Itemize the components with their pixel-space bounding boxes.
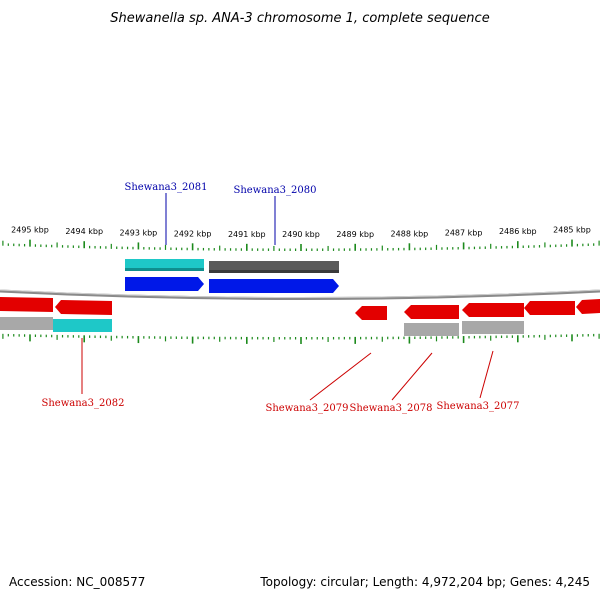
gene-shewana3-2077[interactable]	[462, 321, 524, 334]
leader-2077	[479, 350, 494, 399]
tick-label: 2495 kbp	[11, 226, 49, 235]
label-shewana3-2078[interactable]: Shewana3_2078	[350, 403, 433, 414]
tick-label: 2492 kbp	[174, 229, 212, 238]
map-title: Shewanella sp. ANA-3 chromosome 1, compl…	[110, 11, 489, 26]
gene-shewana3-2081-shade	[125, 268, 204, 271]
tick-label: 2488 kbp	[391, 229, 429, 238]
cds-shewana3-2077-b[interactable]	[524, 301, 575, 315]
topology-text: Topology: circular; Length: 4,972,204 bp…	[259, 575, 590, 589]
cds-shewana3-2082[interactable]	[55, 300, 112, 315]
label-shewana3-2082[interactable]: Shewana3_2082	[42, 398, 125, 409]
backbone-ring-highlight	[0, 289, 600, 298]
tick-label: 2489 kbp	[336, 230, 374, 239]
gene-shewana3-2080-shade	[209, 270, 339, 273]
tick-label: 2493 kbp	[120, 228, 158, 237]
accession-text: Accession: NC_008577	[9, 575, 145, 589]
cds-shewana3-2081[interactable]	[125, 277, 204, 291]
backbone-ring	[0, 289, 600, 300]
tick-label: 2485 kbp	[553, 226, 591, 235]
leader-2079	[309, 352, 372, 401]
tick-row-bottom	[2, 333, 600, 344]
tick-label: 2491 kbp	[228, 230, 266, 239]
gene-left-partial[interactable]	[0, 317, 53, 330]
forward-features	[125, 259, 339, 293]
leader-2078	[391, 352, 433, 401]
cds-left-partial[interactable]	[0, 297, 53, 312]
tick-row-top	[2, 239, 600, 251]
reverse-features	[0, 297, 600, 336]
tick-label: 2487 kbp	[445, 228, 483, 237]
gene-shewana3-2082[interactable]	[53, 319, 112, 332]
tick-label: 2490 kbp	[282, 230, 320, 239]
tick-label: 2486 kbp	[499, 227, 537, 236]
gene-shewana3-2078[interactable]	[404, 323, 459, 336]
tick-labels: 2495 kbp 2494 kbp 2493 kbp 2492 kbp 2491 kbp…	[11, 226, 591, 239]
label-shewana3-2080[interactable]: Shewana3_2080	[234, 185, 317, 196]
cds-shewana3-2079[interactable]	[355, 306, 387, 320]
cds-shewana3-2078[interactable]	[404, 305, 459, 319]
label-shewana3-2079[interactable]: Shewana3_2079	[266, 403, 349, 414]
cds-shewana3-2077-a[interactable]	[462, 303, 524, 317]
cds-right-partial[interactable]	[576, 299, 600, 314]
label-shewana3-2077[interactable]: Shewana3_2077	[437, 401, 520, 412]
cds-shewana3-2080[interactable]	[209, 279, 339, 293]
tick-label: 2494 kbp	[65, 227, 103, 236]
label-leaders	[81, 193, 494, 401]
label-shewana3-2081[interactable]: Shewana3_2081	[125, 182, 208, 193]
